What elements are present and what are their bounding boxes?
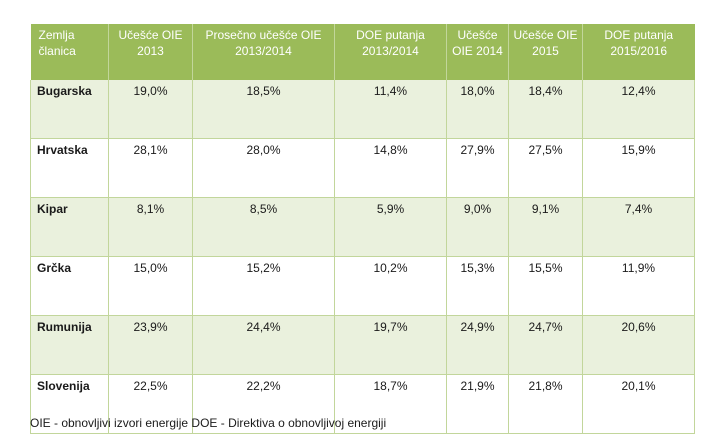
table-footnote: OIE - obnovljivi izvori energije DOE - D… xyxy=(30,416,387,430)
renewable-energy-table: Zemlja članica Učešće OIE 2013 Prosečno … xyxy=(30,24,695,434)
value-cell: 11,9% xyxy=(582,256,695,316)
table-row: Bugarska 19,0% 18,5% 11,4% 18,0% 18,4% 1… xyxy=(30,80,695,139)
value-cell: 10,2% xyxy=(334,256,447,316)
header-doe-trajectory-2013-2014: DOE putanja 2013/2014 xyxy=(334,24,447,80)
value-cell: 12,4% xyxy=(582,80,695,139)
value-cell: 15,3% xyxy=(446,256,509,316)
value-cell: 7,4% xyxy=(582,197,695,257)
table-row: Hrvatska 28,1% 28,0% 14,8% 27,9% 27,5% 1… xyxy=(30,138,695,198)
table-row: Rumunija 23,9% 24,4% 19,7% 24,9% 24,7% 2… xyxy=(30,315,695,375)
value-cell: 20,6% xyxy=(582,315,695,375)
value-cell: 24,7% xyxy=(508,315,583,375)
value-cell: 24,4% xyxy=(192,315,335,375)
value-cell: 28,0% xyxy=(192,138,335,198)
country-cell: Hrvatska xyxy=(30,138,109,198)
value-cell: 11,4% xyxy=(334,80,447,139)
value-cell: 15,0% xyxy=(108,256,193,316)
country-cell: Grčka xyxy=(30,256,109,316)
value-cell: 21,9% xyxy=(446,374,509,434)
country-cell: Slovenija xyxy=(30,374,109,434)
header-member-state: Zemlja članica xyxy=(30,24,109,80)
header-avg-share-2013-2014: Prosečno učešće OIE 2013/2014 xyxy=(192,24,335,80)
value-cell: 24,9% xyxy=(446,315,509,375)
value-cell: 21,8% xyxy=(508,374,583,434)
value-cell: 23,9% xyxy=(108,315,193,375)
value-cell: 9,0% xyxy=(446,197,509,257)
value-cell: 19,0% xyxy=(108,80,193,139)
header-doe-trajectory-2015-2016: DOE putanja 2015/2016 xyxy=(582,24,695,80)
header-share-2013: Učešće OIE 2013 xyxy=(108,24,193,80)
value-cell: 15,9% xyxy=(582,138,695,198)
table-header-row: Zemlja članica Učešće OIE 2013 Prosečno … xyxy=(30,24,695,80)
value-cell: 18,7% xyxy=(334,374,447,434)
value-cell: 8,5% xyxy=(192,197,335,257)
value-cell: 14,8% xyxy=(334,138,447,198)
country-cell: Rumunija xyxy=(30,315,109,375)
value-cell: 27,9% xyxy=(446,138,509,198)
value-cell: 18,5% xyxy=(192,80,335,139)
header-share-2015: Učešće OIE 2015 xyxy=(508,24,583,80)
value-cell: 18,0% xyxy=(446,80,509,139)
value-cell: 5,9% xyxy=(334,197,447,257)
value-cell: 20,1% xyxy=(582,374,695,434)
value-cell: 27,5% xyxy=(508,138,583,198)
country-cell: Kipar xyxy=(30,197,109,257)
table-row: Slovenija 22,5% 22,2% 18,7% 21,9% 21,8% … xyxy=(30,374,695,434)
value-cell: 9,1% xyxy=(508,197,583,257)
table-row: Kipar 8,1% 8,5% 5,9% 9,0% 9,1% 7,4% xyxy=(30,197,695,257)
value-cell: 15,5% xyxy=(508,256,583,316)
country-cell: Bugarska xyxy=(30,80,109,139)
header-share-2014: Učešće OIE 2014 xyxy=(446,24,509,80)
value-cell: 22,5% xyxy=(108,374,193,434)
value-cell: 28,1% xyxy=(108,138,193,198)
table-row: Grčka 15,0% 15,2% 10,2% 15,3% 15,5% 11,9… xyxy=(30,256,695,316)
value-cell: 18,4% xyxy=(508,80,583,139)
value-cell: 15,2% xyxy=(192,256,335,316)
value-cell: 19,7% xyxy=(334,315,447,375)
value-cell: 22,2% xyxy=(192,374,335,434)
value-cell: 8,1% xyxy=(108,197,193,257)
